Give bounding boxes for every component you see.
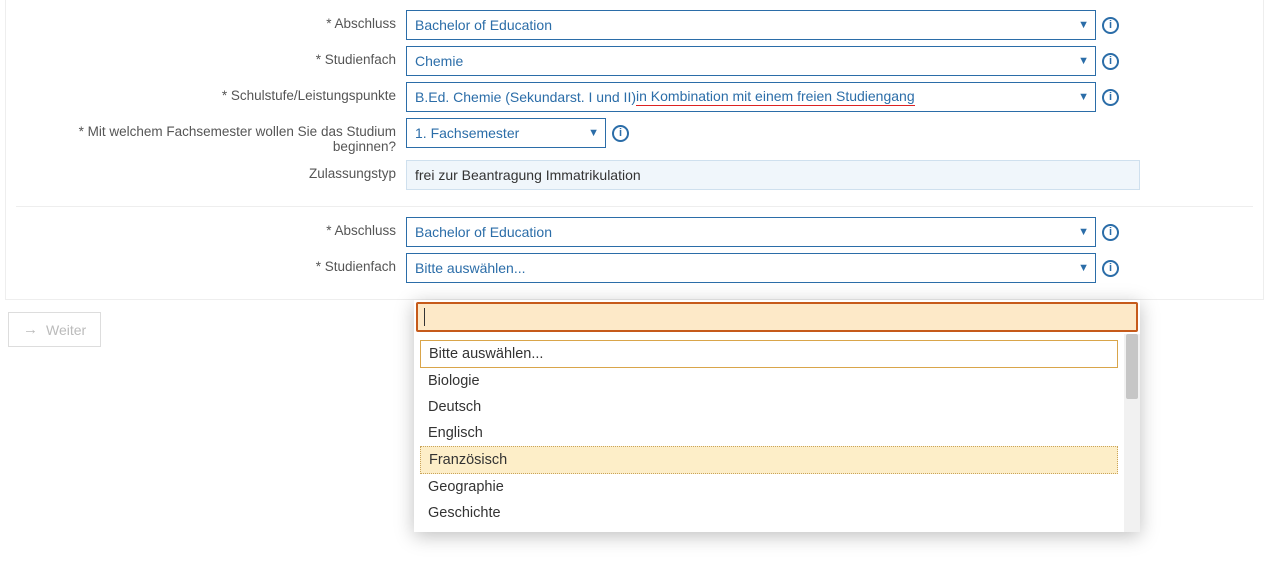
abschluss-value-1: Bachelor of Education: [415, 17, 552, 33]
studienfach-select-2[interactable]: Bitte auswählen... ▼: [406, 253, 1096, 283]
zulassungstyp-label: Zulassungstyp: [16, 160, 406, 181]
section-1: * Abschluss Bachelor of Education ▼ i * …: [16, 10, 1253, 206]
abschluss-select-1[interactable]: Bachelor of Education ▼: [406, 10, 1096, 40]
caret-down-icon: ▼: [588, 127, 599, 139]
caret-down-icon: ▼: [1078, 262, 1089, 274]
dropdown-search-input[interactable]: [416, 302, 1138, 332]
weiter-label: Weiter: [46, 322, 86, 338]
abschluss-label-2: * Abschluss: [16, 217, 406, 238]
text-cursor: [424, 308, 425, 326]
info-icon[interactable]: i: [1102, 260, 1119, 277]
info-icon[interactable]: i: [1102, 89, 1119, 106]
info-icon[interactable]: i: [1102, 17, 1119, 34]
info-icon[interactable]: i: [612, 125, 629, 142]
abschluss-select-2[interactable]: Bachelor of Education ▼: [406, 217, 1096, 247]
form-container: * Abschluss Bachelor of Education ▼ i * …: [5, 0, 1264, 300]
dropdown-option[interactable]: Bitte auswählen...: [420, 340, 1118, 368]
dropdown-scrollbar[interactable]: [1124, 334, 1140, 532]
section-2: * Abschluss Bachelor of Education ▼ i * …: [16, 206, 1253, 299]
dropdown-option[interactable]: Deutsch: [420, 394, 1118, 420]
arrow-right-icon: →: [23, 321, 38, 338]
caret-down-icon: ▼: [1078, 91, 1089, 103]
fachsemester-select[interactable]: 1. Fachsemester ▼: [406, 118, 606, 148]
dropdown-list: Bitte auswählen...BiologieDeutschEnglisc…: [414, 334, 1124, 532]
zulassungstyp-value: frei zur Beantragung Immatrikulation: [406, 160, 1140, 190]
scrollbar-thumb[interactable]: [1126, 334, 1138, 399]
caret-down-icon: ▼: [1078, 19, 1089, 31]
studienfach-value-2: Bitte auswählen...: [415, 260, 526, 276]
fachsemester-value: 1. Fachsemester: [415, 125, 519, 141]
schulstufe-select[interactable]: B.Ed. Chemie (Sekundarst. I und II) in K…: [406, 82, 1096, 112]
schulstufe-value-b: in Kombination mit einem freien Studieng…: [636, 88, 915, 106]
caret-down-icon: ▼: [1078, 226, 1089, 238]
weiter-button[interactable]: → Weiter: [8, 312, 101, 347]
dropdown-option[interactable]: Englisch: [420, 420, 1118, 446]
dropdown-option[interactable]: Biologie: [420, 368, 1118, 394]
studienfach-dropdown-panel: Bitte auswählen...BiologieDeutschEnglisc…: [414, 300, 1140, 532]
schulstufe-value-a: B.Ed. Chemie (Sekundarst. I und II): [415, 89, 636, 105]
studienfach-select-1[interactable]: Chemie ▼: [406, 46, 1096, 76]
info-icon[interactable]: i: [1102, 53, 1119, 70]
studienfach-value-1: Chemie: [415, 53, 463, 69]
abschluss-label-1: * Abschluss: [16, 10, 406, 31]
caret-down-icon: ▼: [1078, 55, 1089, 67]
abschluss-value-2: Bachelor of Education: [415, 224, 552, 240]
dropdown-option[interactable]: Französisch: [420, 446, 1118, 474]
dropdown-option[interactable]: Geschichte: [420, 500, 1118, 526]
fachsemester-label: * Mit welchem Fachsemester wollen Sie da…: [16, 118, 406, 154]
studienfach-label-2: * Studienfach: [16, 253, 406, 274]
dropdown-option[interactable]: Geographie: [420, 474, 1118, 500]
schulstufe-label: * Schulstufe/Leistungspunkte: [16, 82, 406, 103]
info-icon[interactable]: i: [1102, 224, 1119, 241]
studienfach-label-1: * Studienfach: [16, 46, 406, 67]
